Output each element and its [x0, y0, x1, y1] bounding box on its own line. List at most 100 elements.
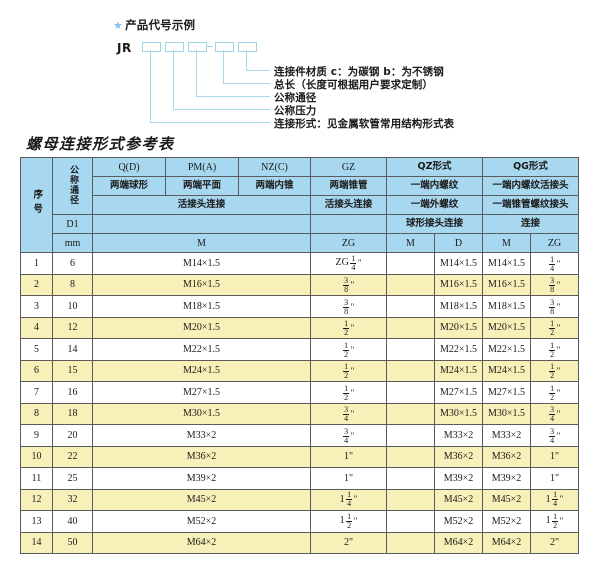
- cell-qz-d: M20×1.5: [434, 316, 483, 339]
- table-row: 12 32 M45×2 1 1 4 " M45×2 M45×2 1 1 4 ": [20, 488, 579, 511]
- header-end-qd: 两端球形: [92, 176, 166, 196]
- cell-bore: 15: [52, 359, 93, 382]
- cell-qg-m: M45×2: [482, 488, 531, 511]
- cell-qz-d: M64×2: [434, 531, 483, 554]
- cell-thread-m: M64×2: [92, 531, 311, 554]
- cell-qg-zg: 3 4 ": [530, 424, 579, 447]
- cell-gz-zg: 2": [310, 531, 387, 554]
- cell-thread-m: M27×1.5: [92, 381, 311, 404]
- header-conn-qz: 一端外螺纹: [386, 195, 483, 215]
- table-row: 13 40 M52×2 1 1 2 " M52×2 M52×2 1 1 2 ": [20, 510, 579, 533]
- header-unit-mm: mm: [52, 233, 93, 253]
- cell-qg-zg: 3 4 ": [530, 402, 579, 425]
- header-unit-d-qz: D: [434, 233, 483, 253]
- table-row: 9 20 M33×2 3 4 " M33×2 M33×2 3 4 ": [20, 424, 579, 447]
- cell-seq: 9: [20, 424, 53, 447]
- cell-qz-d: M16×1.5: [434, 273, 483, 296]
- spec-table-container: 序号 公称通径 Q(D) PM(A) NZ(C) GZ QZ形式 QG形式 两端…: [20, 157, 579, 554]
- table-row: 3 10 M18×1.5 3 8 " M18×1.5 M18×1.5 3 8 ": [20, 295, 579, 318]
- header-conn2-qz: 球形接头连接: [386, 214, 483, 234]
- legend-item-pressure: 公称压力: [274, 105, 317, 117]
- header-unit-m-qz: M: [386, 233, 435, 253]
- cell-thread-m: M33×2: [92, 424, 311, 447]
- header-code-gz: GZ: [310, 157, 387, 177]
- header-row-units: mm M ZG M D M ZG: [21, 233, 579, 253]
- cell-bore: 6: [52, 252, 93, 275]
- cell-qz-d: M33×2: [434, 424, 483, 447]
- cell-seq: 4: [20, 316, 53, 339]
- header-code-qg: QG形式: [482, 157, 579, 177]
- cell-qz-d: M18×1.5: [434, 295, 483, 318]
- cell-qg-m: M33×2: [482, 424, 531, 447]
- cell-gz-zg: 1 1 2 ": [310, 510, 387, 533]
- cell-bore: 10: [52, 295, 93, 318]
- cell-seq: 6: [20, 359, 53, 382]
- cell-thread-m: M30×1.5: [92, 402, 311, 425]
- leader-line-v-4: [223, 50, 224, 84]
- cell-qz-m: [386, 424, 435, 447]
- table-row: 4 12 M20×1.5 1 2 " M20×1.5 M20×1.5 1 2 ": [20, 316, 579, 339]
- legend-item-length: 总长（长度可根据用户要求定制）: [274, 79, 433, 91]
- header-row-d1: D1 球形接头连接 连接: [21, 214, 579, 234]
- code-box-1: [142, 42, 161, 52]
- leader-line-v-2: [173, 50, 174, 110]
- cell-bore: 20: [52, 424, 93, 447]
- product-code-diagram: ★ 产品代号示例 JR 连接件材质 c：为碳钢 b：为不锈钢 总长（长度可根据用户…: [0, 0, 600, 130]
- cell-gz-zg: 1": [310, 445, 387, 468]
- header-end-nzc: 两端内锥: [238, 176, 311, 196]
- cell-seq: 3: [20, 295, 53, 318]
- cell-qg-zg: 1 4 ": [530, 252, 579, 275]
- leader-line-h-1: [150, 122, 270, 123]
- legend-item-bore: 公称通径: [274, 92, 317, 104]
- cell-seq: 2: [20, 273, 53, 296]
- cell-bore: 8: [52, 273, 93, 296]
- cell-seq: 8: [20, 402, 53, 425]
- nut-connection-spec-table: 序号 公称通径 Q(D) PM(A) NZ(C) GZ QZ形式 QG形式 两端…: [20, 157, 579, 554]
- header-end-qz: 一端内螺纹: [386, 176, 483, 196]
- cell-bore: 16: [52, 381, 93, 404]
- cell-thread-m: M14×1.5: [92, 252, 311, 275]
- cell-gz-zg: 3 4 ": [310, 402, 387, 425]
- cell-qg-m: M30×1.5: [482, 402, 531, 425]
- cell-qg-m: M22×1.5: [482, 338, 531, 361]
- table-header: 序号 公称通径 Q(D) PM(A) NZ(C) GZ QZ形式 QG形式 两端…: [20, 157, 579, 253]
- table-row: 10 22 M36×2 1" M36×2 M36×2 1": [20, 445, 579, 468]
- header-nominal-bore: 公称通径: [52, 157, 93, 215]
- cell-thread-m: M22×1.5: [92, 338, 311, 361]
- cell-bore: 12: [52, 316, 93, 339]
- cell-gz-zg: 3 4 ": [310, 424, 387, 447]
- header-row-conn: 活接头连接 活接头连接 一端外螺纹 一端锥管螺纹接头: [21, 195, 579, 215]
- cell-qz-d: M27×1.5: [434, 381, 483, 404]
- header-conn-gz: 活接头连接: [310, 195, 387, 215]
- cell-bore: 25: [52, 467, 93, 490]
- cell-qz-m: [386, 510, 435, 533]
- cell-qg-zg: 1 1 4 ": [530, 488, 579, 511]
- header-code-pma: PM(A): [165, 157, 239, 177]
- leader-line-h-2: [173, 109, 270, 110]
- header-unit-m-qg: M: [482, 233, 531, 253]
- header-unit-zg-gz: ZG: [310, 233, 387, 253]
- cell-bore: 22: [52, 445, 93, 468]
- cell-qz-m: [386, 295, 435, 318]
- code-box-4: [215, 42, 234, 52]
- cell-seq: 5: [20, 338, 53, 361]
- table-row: 6 15 M24×1.5 1 2 " M24×1.5 M24×1.5 1 2 ": [20, 359, 579, 382]
- header-code-qd: Q(D): [92, 157, 166, 177]
- cell-qz-m: [386, 381, 435, 404]
- table-body: 1 6 M14×1.5 ZG 1 4 " M14×1.5 M14×1.5 1 4 " 2 8 M16×1.5…: [20, 252, 579, 554]
- header-code-nzc: NZ(C): [238, 157, 311, 177]
- cell-qz-m: [386, 273, 435, 296]
- cell-seq: 12: [20, 488, 53, 511]
- cell-bore: 14: [52, 338, 93, 361]
- cell-qg-m: M27×1.5: [482, 381, 531, 404]
- table-row: 7 16 M27×1.5 1 2 " M27×1.5 M27×1.5 1 2 ": [20, 381, 579, 404]
- leader-line-h-4: [223, 83, 270, 84]
- cell-qg-m: M39×2: [482, 467, 531, 490]
- table-row: 5 14 M22×1.5 1 2 " M22×1.5 M22×1.5 1 2 ": [20, 338, 579, 361]
- cell-qg-zg: 1 2 ": [530, 359, 579, 382]
- cell-qz-d: M30×1.5: [434, 402, 483, 425]
- star-icon: ★: [113, 19, 124, 32]
- cell-qg-m: M18×1.5: [482, 295, 531, 318]
- header-d1-blank-gz: [310, 214, 387, 234]
- page-title: 螺母连接形式参考表: [26, 135, 175, 153]
